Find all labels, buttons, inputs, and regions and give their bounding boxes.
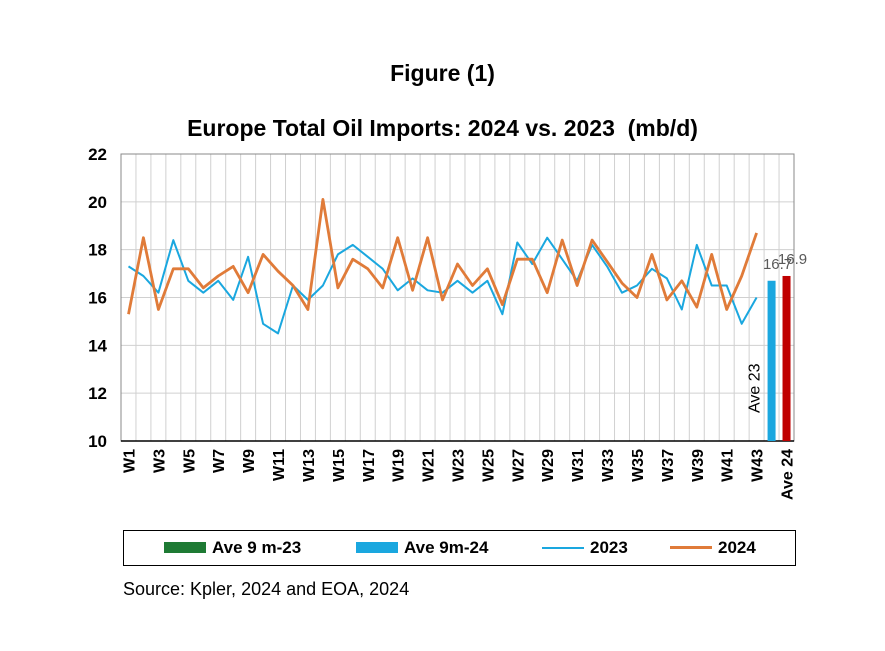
x-tick-label: W35 (630, 449, 647, 482)
x-tick-label: W39 (690, 449, 707, 482)
figure-label: Figure (1) (390, 60, 495, 86)
y-tick-label: 18 (88, 241, 107, 260)
legend-item-ave-2024: Ave 9m-24 (356, 531, 488, 564)
x-tick-label: W3 (151, 449, 168, 473)
legend-item-ave-2023: Ave 9 m-23 (164, 531, 301, 564)
legend-label-2023: 2023 (590, 537, 628, 557)
legend-swatch-2023 (542, 546, 584, 549)
legend-swatch-ave-2023 (164, 542, 206, 553)
y-tick-label: 12 (88, 384, 107, 403)
x-tick-label: W37 (660, 449, 677, 482)
x-tick-label: W9 (241, 449, 258, 473)
x-tick-label: W19 (391, 449, 408, 482)
average-bars (767, 275, 791, 441)
gridlines (120, 153, 795, 442)
x-tick-label: W31 (570, 449, 587, 482)
x-tick-label: W17 (361, 449, 378, 482)
source-note: Source: Kpler, 2024 and EOA, 2024 (123, 579, 410, 599)
legend: Ave 9 m-23 Ave 9m-24 2023 2024 (123, 530, 796, 566)
y-tick-label: 22 (88, 145, 107, 164)
x-tick-label: W23 (451, 449, 468, 482)
average-data-label: 16.7 (763, 256, 792, 273)
x-tick-label: W15 (331, 449, 348, 482)
series-line-2023 (127, 236, 758, 335)
legend-label-2024: 2024 (718, 537, 756, 557)
x-tick-label: W1 (121, 449, 138, 473)
x-tick-label: W29 (540, 449, 557, 482)
series-lines (127, 197, 758, 335)
x-tick-label: W43 (750, 449, 767, 482)
line-chart: 10 12 14 16 18 20 22 W1 W3 W5 W7 W9 W11 W13 W15 W17 W19 W… (88, 145, 807, 500)
legend-item-2024: 2024 (670, 531, 756, 564)
average-data-label: 16.9 (778, 251, 807, 268)
tick-labels: 10 12 14 16 18 20 22 W1 W3 W5 W7 W9 W11 W13 W15 W17 W19 W… (88, 145, 807, 500)
series-line-2024 (127, 197, 758, 315)
legend-swatch-ave-2024 (356, 542, 398, 553)
legend-swatch-2024 (670, 546, 712, 549)
x-tick-label-ave-23: Ave 23 (747, 363, 764, 413)
x-tick-label: W7 (211, 449, 228, 473)
y-tick-label: 20 (88, 193, 107, 212)
x-tick-label: W25 (480, 449, 497, 482)
x-tick-label-ave-24: Ave 24 (780, 449, 797, 500)
legend-label-ave-2024: Ave 9m-24 (404, 537, 489, 557)
average-bar (782, 275, 791, 441)
y-tick-label: 10 (88, 432, 107, 451)
axes (120, 153, 795, 442)
y-tick-label: 14 (88, 336, 107, 355)
x-tick-label: W33 (600, 449, 617, 482)
x-tick-label: W11 (271, 449, 288, 481)
x-tick-label: W13 (301, 449, 318, 482)
x-tick-label: W27 (510, 449, 527, 482)
x-tick-label: W5 (181, 449, 198, 473)
chart-title: Europe Total Oil Imports: 2024 vs. 2023 … (187, 115, 698, 141)
x-tick-label: W21 (421, 449, 438, 482)
y-tick-label: 16 (88, 289, 107, 308)
legend-label-ave-2023: Ave 9 m-23 (212, 537, 302, 557)
average-bar (767, 280, 776, 441)
legend-item-2023: 2023 (542, 531, 628, 564)
x-tick-label: W41 (720, 449, 737, 482)
